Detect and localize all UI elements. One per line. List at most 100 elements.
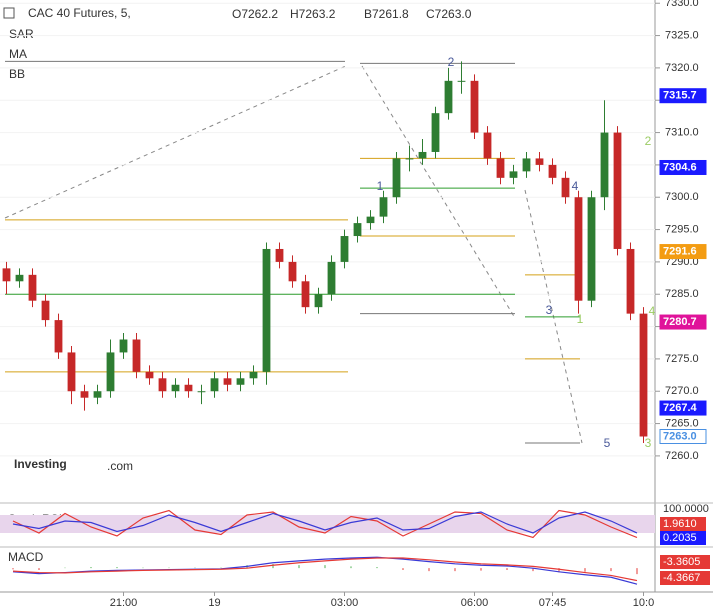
macd-tag <box>660 555 710 569</box>
trend-line <box>361 65 516 319</box>
wave-label: 3 <box>546 303 553 317</box>
candle-body <box>67 352 76 392</box>
stoch-line <box>12 509 638 539</box>
candle-body <box>223 378 232 385</box>
price-tag <box>659 244 707 260</box>
candle-body <box>626 248 635 314</box>
candle-body <box>197 391 206 393</box>
stoch-line <box>12 511 638 534</box>
macd-tag-label: -3.3605 <box>663 556 700 568</box>
candle-body <box>340 236 349 262</box>
candle-body <box>236 378 245 385</box>
ohlc-close: C7263.0 <box>426 7 472 21</box>
candle-body <box>366 216 375 224</box>
candle-body <box>158 378 167 392</box>
collapse-icon[interactable] <box>3 7 15 19</box>
candle-body <box>327 261 336 295</box>
candle-body <box>275 248 284 262</box>
candle-body <box>184 384 193 392</box>
candle-body <box>496 158 505 178</box>
macd-title: MACD <box>8 550 44 564</box>
chart-title: CAC 40 Futures, 5, <box>28 6 131 20</box>
candle-body <box>106 352 115 392</box>
wave-label: 4 <box>649 304 656 318</box>
x-tick-label: 10:0 <box>633 597 654 609</box>
candle-body <box>522 158 531 172</box>
candle-body <box>15 274 24 282</box>
wave-label: 1 <box>577 312 584 326</box>
candle-body <box>431 113 440 152</box>
stoch-tag <box>660 531 706 545</box>
candle-body <box>561 177 570 198</box>
candle-body <box>353 223 362 237</box>
price-tag <box>659 88 707 104</box>
candle-body <box>93 391 102 398</box>
candle-body <box>457 80 466 82</box>
trend-line <box>4 64 349 219</box>
price-tag <box>659 314 707 330</box>
indicator-label[interactable]: SAR <box>9 27 34 41</box>
ohlc-open: O7262.2 <box>232 7 278 21</box>
candle-body <box>574 197 583 301</box>
candle-body <box>639 313 648 437</box>
x-tick-label: 03:00 <box>331 597 359 609</box>
price-tag <box>659 159 707 175</box>
candle-body <box>613 132 622 249</box>
candle-body <box>405 158 414 160</box>
candle-body <box>301 281 310 308</box>
y-tick-label: 7275.0 <box>665 353 699 365</box>
candle-body <box>535 158 544 165</box>
candle-body <box>54 320 63 353</box>
candle-body <box>379 197 388 217</box>
stoch-tag-label: 1.9610 <box>663 518 697 530</box>
candle-body <box>41 300 50 321</box>
y-tick-label: 7320.0 <box>665 62 699 74</box>
candle-body <box>418 151 427 159</box>
macd-line <box>12 557 638 582</box>
price-tag-label: 7291.6 <box>663 245 697 257</box>
wave-label: 4 <box>572 179 579 193</box>
wave-label: 2 <box>645 134 652 148</box>
y-tick-label: 7265.0 <box>665 417 699 429</box>
indicator-label[interactable]: BB <box>9 67 25 81</box>
price-tag <box>659 400 707 416</box>
candle-body <box>314 294 323 308</box>
candle-body <box>444 80 453 114</box>
price-tag-label: 7280.7 <box>663 316 697 328</box>
y-tick-label: 7285.0 <box>665 288 699 300</box>
candle-body <box>171 384 180 392</box>
candle-body <box>262 248 271 372</box>
y-tick-label: 7270.0 <box>665 385 699 397</box>
candle-body <box>600 132 609 198</box>
macd-line <box>12 556 638 585</box>
stoch-tag <box>660 517 706 531</box>
candle-body <box>470 80 479 133</box>
wave-label: 2 <box>448 55 455 69</box>
wave-label: 5 <box>604 436 611 450</box>
y-tick-label: 7300.0 <box>665 191 699 203</box>
y-tick-label: 7330.0 <box>665 0 699 9</box>
x-tick-label: 21:00 <box>110 597 138 609</box>
x-tick-label: 06:00 <box>461 597 489 609</box>
macd-tag <box>660 571 710 585</box>
y-tick-label: 7260.0 <box>665 450 699 462</box>
candle-body <box>210 378 219 392</box>
price-tag-label: 7304.6 <box>663 161 697 173</box>
ohlc-bid: B7261.8 <box>364 7 409 21</box>
price-tag-label: 7263.0 <box>663 430 697 442</box>
price-tag-label: 7267.4 <box>663 402 698 414</box>
x-tick-label: 07:45 <box>539 597 567 609</box>
macd-tag-label: -4.3667 <box>663 572 700 584</box>
candle-body <box>145 371 154 379</box>
stoch-band <box>0 515 655 533</box>
indicator-label[interactable]: MA <box>9 47 27 61</box>
logo: Investing <box>14 457 67 471</box>
candle-body <box>483 132 492 159</box>
candle-body <box>587 197 596 301</box>
stoch-tag-label: 100.0000 <box>663 503 709 515</box>
x-tick-label: 19 <box>208 597 220 609</box>
logo-suffix: .com <box>107 459 133 473</box>
wave-label: 1 <box>377 179 384 193</box>
